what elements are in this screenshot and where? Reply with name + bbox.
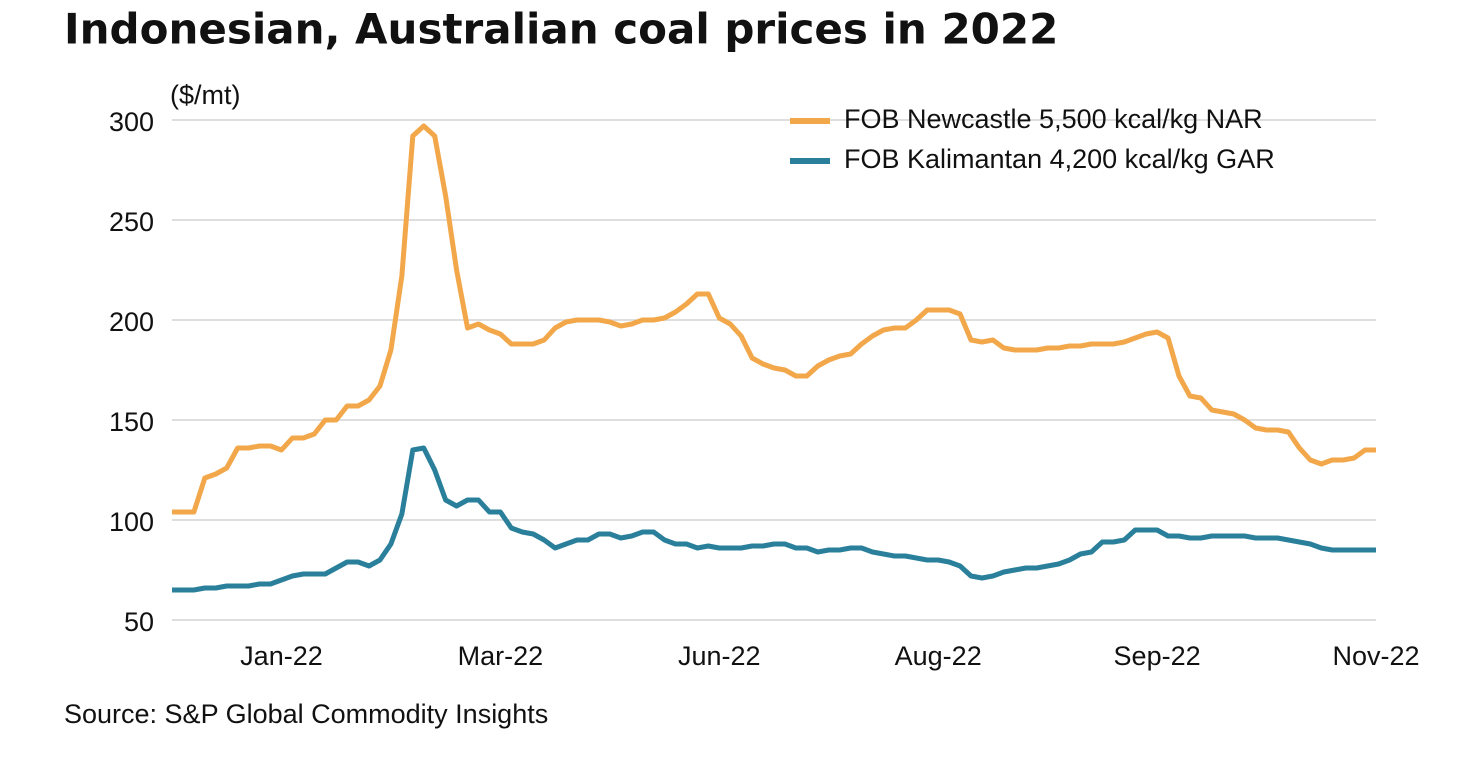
legend-label: FOB Kalimantan 4,200 kcal/kg GAR — [844, 144, 1275, 174]
x-tick-label: Mar-22 — [458, 641, 544, 671]
y-tick-label: 300 — [109, 107, 154, 137]
line-series — [172, 445, 1376, 593]
y-tick-label: 150 — [109, 407, 154, 437]
y-tick-label: 250 — [109, 207, 154, 237]
x-tick-label: Aug-22 — [895, 641, 982, 671]
y-tick-label: 200 — [109, 307, 154, 337]
line-series — [172, 123, 1376, 515]
source: Source: S&P Global Commodity Insights — [64, 699, 548, 729]
chart-title: Indonesian, Australian coal prices in 20… — [64, 5, 1058, 54]
legend-label: FOB Newcastle 5,500 kcal/kg NAR — [844, 104, 1263, 134]
y-axis-label: ($/mt) — [170, 80, 241, 110]
y-tick-label: 100 — [109, 507, 154, 537]
x-tick-label: Jan-22 — [240, 641, 323, 671]
x-tick-label: Nov-22 — [1332, 641, 1419, 671]
y-tick-label: 50 — [124, 607, 154, 637]
x-tick-label: Sep-22 — [1114, 641, 1201, 671]
x-tick-label: Jun-22 — [678, 641, 761, 671]
